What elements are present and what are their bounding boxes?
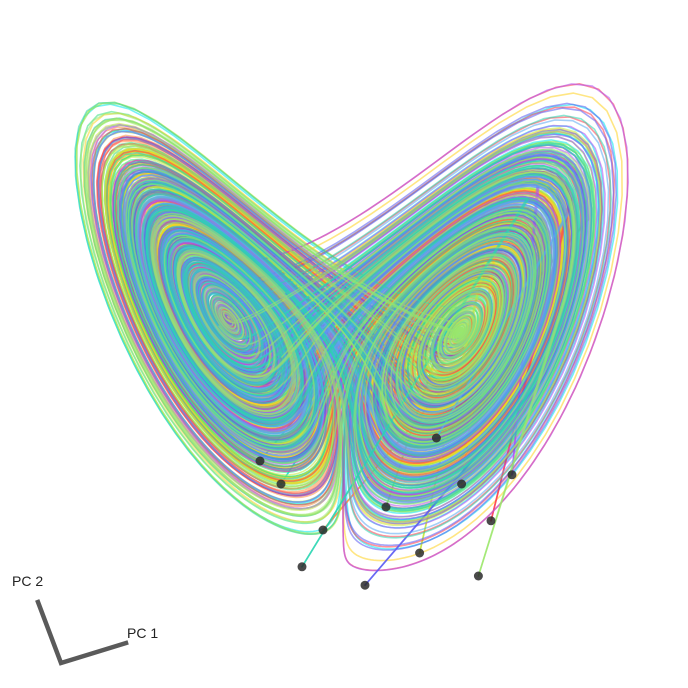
trajectory-line — [85, 117, 602, 577]
start-point — [318, 525, 328, 535]
axis-indicator: PC 2 PC 1 — [12, 573, 158, 666]
trajectory-series-12 — [80, 112, 602, 577]
x-axis-label: PC 1 — [127, 625, 158, 641]
start-points-layer — [255, 433, 517, 590]
pc-axes-lines — [35, 599, 129, 666]
start-point — [255, 456, 265, 466]
start-point — [457, 479, 467, 489]
start-point — [415, 548, 425, 558]
trajectory-layer — [74, 83, 629, 586]
start-point — [381, 502, 391, 512]
start-point — [360, 580, 370, 590]
start-point — [507, 470, 517, 480]
start-point — [276, 479, 286, 489]
y-axis-label: PC 2 — [12, 573, 43, 589]
start-point — [431, 433, 441, 443]
start-point — [486, 516, 496, 526]
start-point — [473, 571, 483, 581]
start-point — [297, 562, 307, 572]
